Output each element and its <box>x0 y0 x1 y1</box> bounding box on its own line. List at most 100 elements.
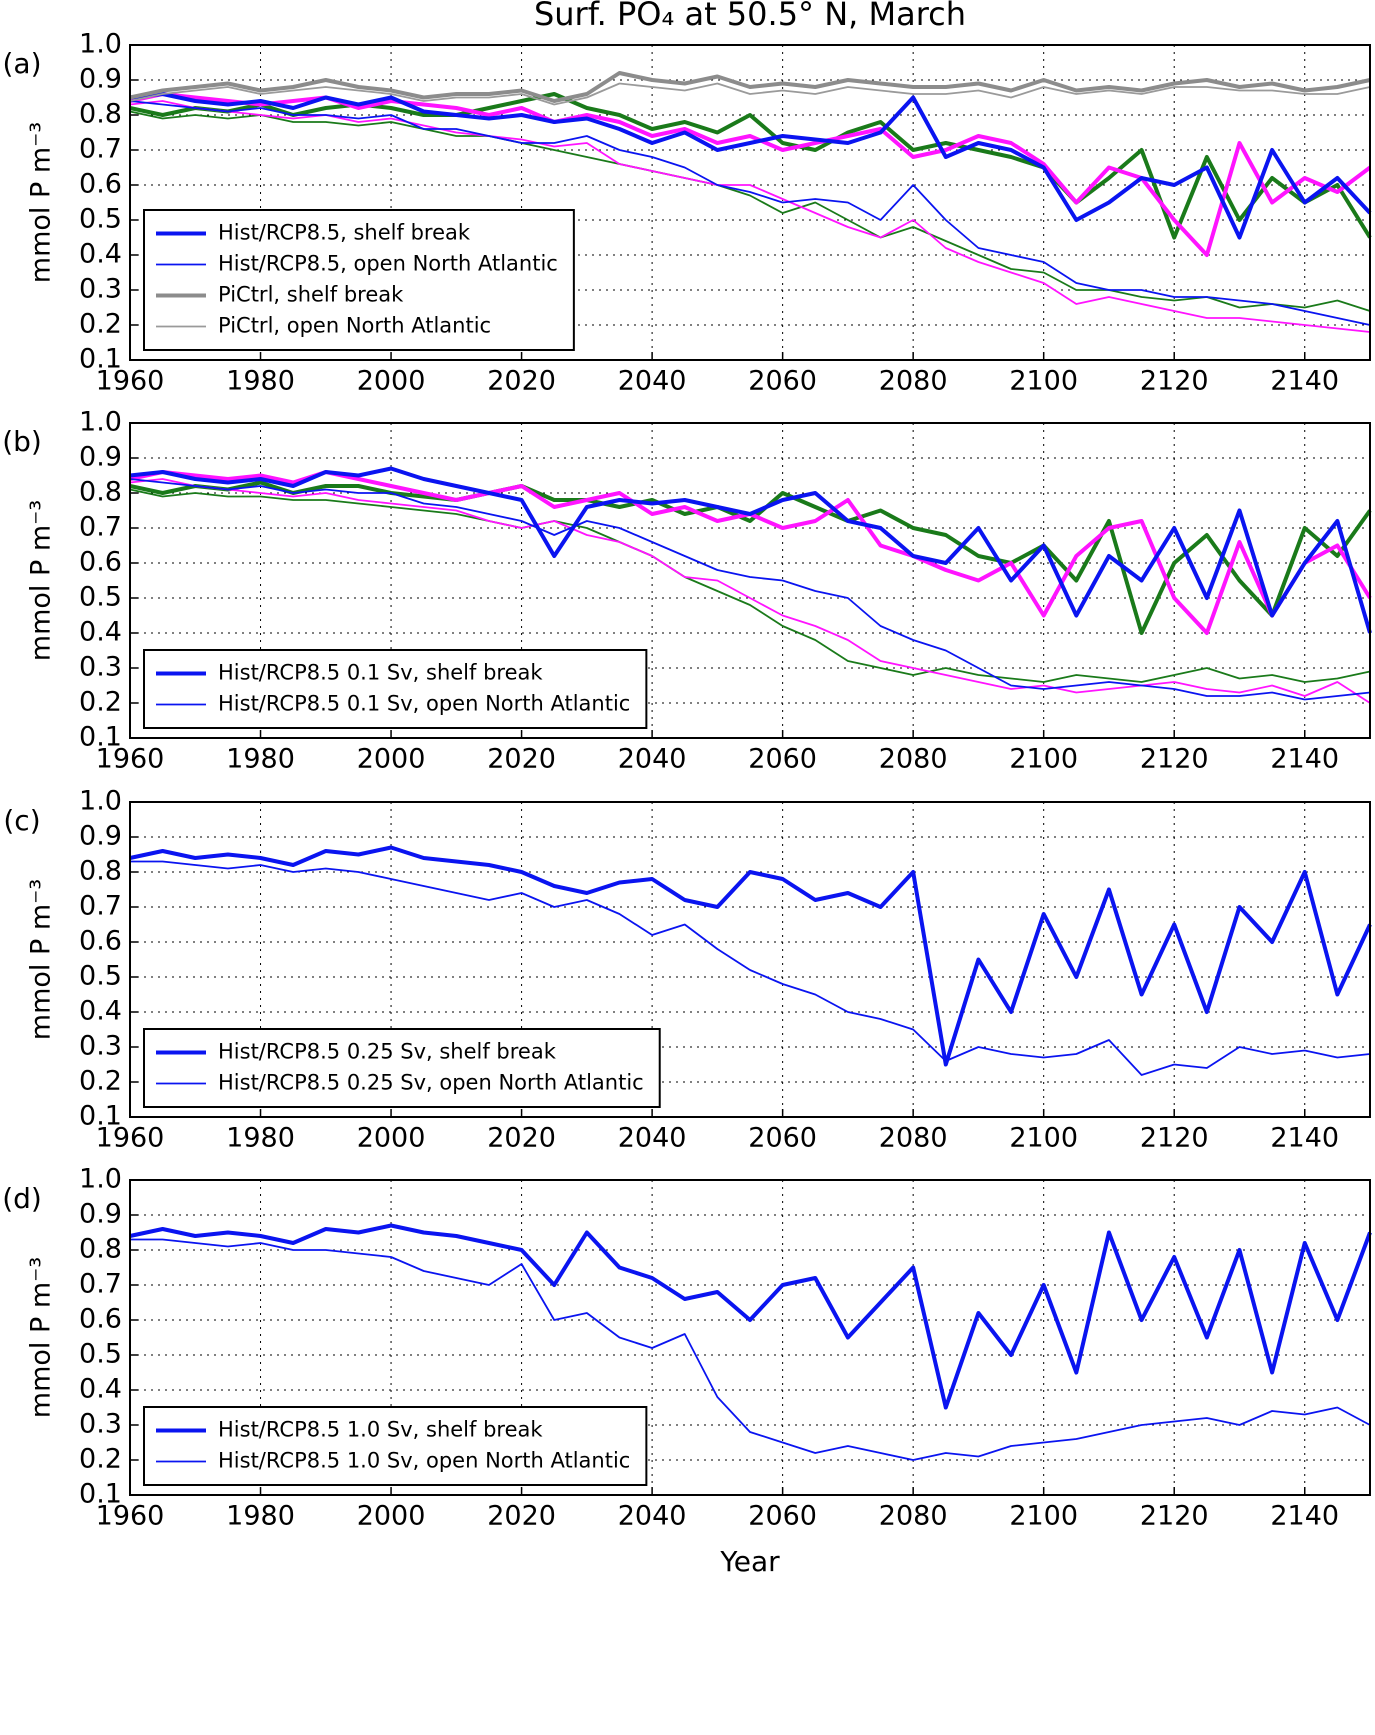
x-axis-label: Year <box>719 1545 780 1578</box>
data-line <box>129 100 1371 326</box>
y-tick-label: 1.0 <box>79 1164 122 1195</box>
y-tick-label: 0.3 <box>79 274 122 305</box>
x-tick-label: 2100 <box>1009 366 1078 397</box>
x-tick-label: 2100 <box>1009 744 1078 775</box>
y-tick-label: 0.4 <box>79 617 122 648</box>
x-tick-label: 2040 <box>618 1501 687 1532</box>
y-axis-label: mmol P m⁻³ <box>26 879 57 1040</box>
x-tick-label: 1960 <box>96 744 165 775</box>
x-tick-label: 2120 <box>1140 1501 1209 1532</box>
y-tick-label: 0.2 <box>79 1444 122 1475</box>
y-tick-label: 1.0 <box>79 786 122 817</box>
legend: Hist/RCP8.5 0.25 Sv, shelf break Hist/RCP… <box>143 1028 661 1108</box>
plot-frame <box>129 422 1371 739</box>
legend-box <box>143 649 648 729</box>
plot-frame <box>129 1179 1371 1496</box>
y-tick-label: 1.0 <box>79 407 122 438</box>
x-tick-label: 2020 <box>487 366 556 397</box>
y-tick-label: 0.2 <box>79 687 122 718</box>
y-tick-label: 0.6 <box>79 1304 122 1335</box>
y-tick-label: 0.1 <box>79 344 122 375</box>
legend: Hist/RCP8.5 0.1 Sv, shelf break Hist/RCP8… <box>143 649 648 729</box>
x-tick-label: 1960 <box>96 1123 165 1154</box>
x-tick-label: 2000 <box>357 1501 426 1532</box>
legend-label: Hist/RCP8.5 1.0 Sv, open North Atlantic <box>218 1449 630 1473</box>
x-tick-label: 2120 <box>1140 744 1209 775</box>
x-tick-label: 2060 <box>748 1501 817 1532</box>
plot-frame <box>129 801 1371 1118</box>
y-tick-label: 1.0 <box>79 29 122 60</box>
y-tick-label: 0.9 <box>79 821 122 852</box>
y-tick-label: 0.7 <box>79 1269 122 1300</box>
panel-label: (a) <box>2 47 41 80</box>
data-line <box>129 478 1371 701</box>
x-tick-label: 1980 <box>226 744 295 775</box>
y-tick-label: 0.8 <box>79 477 122 508</box>
legend: Hist/RCP8.5 1.0 Sv, shelf break Hist/RCP8… <box>143 1406 648 1486</box>
legend-label: Hist/RCP8.5 0.1 Sv, shelf break <box>218 661 543 685</box>
legend-label: Hist/RCP8.5 1.0 Sv, shelf break <box>218 1418 543 1442</box>
y-tick-label: 0.3 <box>79 652 122 683</box>
data-line <box>129 845 1372 1067</box>
y-tick-label: 0.8 <box>79 1234 122 1265</box>
y-tick-label: 0.2 <box>79 1066 122 1097</box>
y-tick-label: 0.1 <box>79 722 122 753</box>
y-tick-label: 0.1 <box>79 1101 122 1132</box>
legend: Hist/RCP8.5, shelf break Hist/RCP8.5, ope… <box>143 209 575 351</box>
x-tick-label: 2060 <box>748 744 817 775</box>
x-tick-label: 2040 <box>618 1123 687 1154</box>
x-tick-label: 1980 <box>226 366 295 397</box>
y-axis-label: mmol P m⁻³ <box>26 122 57 283</box>
panel-label: (b) <box>2 425 42 458</box>
y-tick-label: 0.9 <box>79 1199 122 1230</box>
x-tick-label: 2140 <box>1270 1501 1339 1532</box>
y-tick-label: 0.9 <box>79 64 122 95</box>
x-tick-label: 2080 <box>879 744 948 775</box>
legend-label: PiCtrl, open North Atlantic <box>218 314 491 338</box>
data-line <box>129 488 1371 683</box>
x-tick-label: 2140 <box>1270 366 1339 397</box>
x-tick-label: 1980 <box>226 1123 295 1154</box>
y-axis-label: mmol P m⁻³ <box>26 1257 57 1418</box>
panel-label: (c) <box>3 804 40 837</box>
y-tick-label: 0.4 <box>79 996 122 1027</box>
y-tick-label: 0.5 <box>79 961 122 992</box>
y-tick-label: 0.5 <box>79 204 122 235</box>
y-tick-label: 0.7 <box>79 891 122 922</box>
x-tick-label: 2140 <box>1270 744 1339 775</box>
x-tick-label: 2100 <box>1009 1501 1078 1532</box>
x-tick-label: 2000 <box>357 1123 426 1154</box>
x-tick-label: 2020 <box>487 744 556 775</box>
legend-box <box>143 1406 648 1486</box>
legend-label: Hist/RCP8.5 0.25 Sv, open North Atlantic <box>218 1071 644 1095</box>
data-line <box>129 110 1371 312</box>
y-tick-label: 0.3 <box>79 1031 122 1062</box>
x-tick-label: 2120 <box>1140 366 1209 397</box>
data-line <box>129 480 1372 635</box>
y-tick-label: 0.4 <box>79 239 122 270</box>
data-line <box>130 860 1371 1076</box>
plot-frame <box>129 44 1371 361</box>
data-line <box>129 466 1372 634</box>
x-tick-label: 2100 <box>1009 1123 1078 1154</box>
y-tick-label: 0.2 <box>79 309 122 340</box>
y-tick-label: 0.8 <box>79 856 122 887</box>
y-tick-label: 0.3 <box>79 1409 122 1440</box>
data-line <box>129 478 1371 704</box>
y-tick-label: 0.6 <box>79 169 122 200</box>
x-tick-label: 2040 <box>618 366 687 397</box>
x-tick-label: 1960 <box>96 366 165 397</box>
x-tick-label: 2060 <box>748 366 817 397</box>
legend-label: PiCtrl, shelf break <box>218 283 404 307</box>
y-tick-label: 0.9 <box>79 442 122 473</box>
x-tick-label: 2080 <box>879 366 948 397</box>
data-line <box>129 1223 1372 1410</box>
y-tick-label: 0.7 <box>79 134 122 165</box>
data-line <box>130 1238 1371 1461</box>
x-tick-label: 1960 <box>96 1501 165 1532</box>
x-tick-label: 2040 <box>618 744 687 775</box>
y-axis-label: mmol P m⁻³ <box>26 500 57 661</box>
x-tick-label: 2080 <box>879 1501 948 1532</box>
legend-box <box>143 209 575 351</box>
x-tick-label: 2020 <box>487 1123 556 1154</box>
